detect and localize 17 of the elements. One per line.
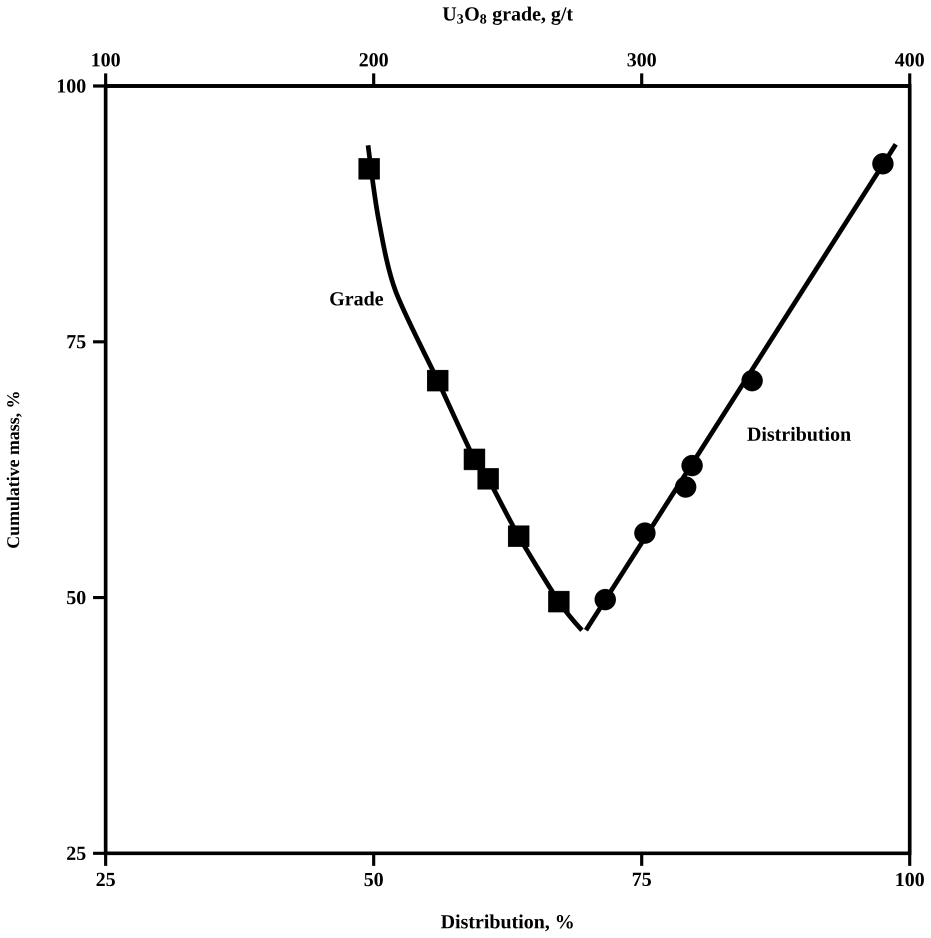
x2-tick-label: 300 (627, 53, 656, 67)
x-tick-label: 25 (96, 872, 115, 886)
series-label: Distribution (747, 426, 851, 441)
x-axis-title: Distribution, % (440, 914, 573, 932)
x2-tick-label: 200 (359, 53, 388, 67)
x-tick-label: 100 (896, 872, 924, 886)
y-axis-title: Cumulative mass, % (6, 392, 22, 548)
y-tick-label: 100 (58, 79, 86, 93)
y-tick-label: 25 (66, 846, 86, 860)
x-tick-label: 50 (364, 872, 383, 886)
series-label: Grade (330, 291, 383, 306)
x2-tick-label: 100 (92, 53, 120, 67)
x2-axis-title: U$_{3}$O$_{8}$ grade, g/t (442, 6, 573, 25)
y-tick-label: 50 (66, 590, 86, 604)
x2-tick-label: 400 (894, 53, 924, 67)
y-tick-label: 75 (67, 335, 86, 348)
x-tick-label: 75 (632, 872, 651, 886)
